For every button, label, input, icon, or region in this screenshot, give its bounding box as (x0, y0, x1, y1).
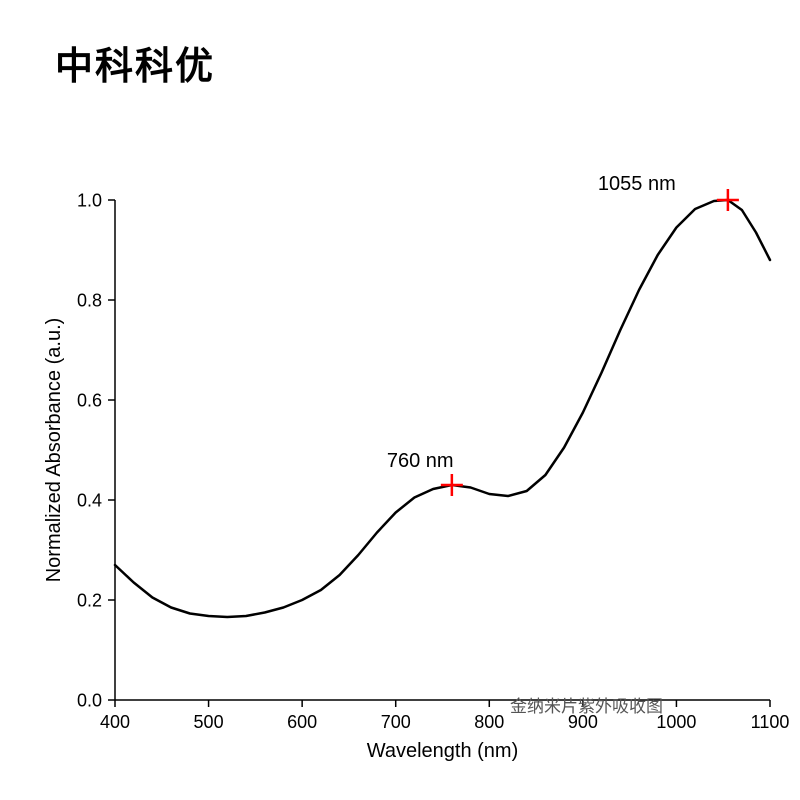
svg-text:500: 500 (194, 712, 224, 732)
svg-text:1100: 1100 (751, 712, 790, 732)
svg-text:600: 600 (287, 712, 317, 732)
svg-text:700: 700 (381, 712, 411, 732)
svg-text:400: 400 (100, 712, 130, 732)
svg-text:Normalized Absorbance (a.u.): Normalized Absorbance (a.u.) (43, 318, 65, 583)
svg-text:0.8: 0.8 (77, 290, 102, 310)
absorbance-chart: 400500600700800900100011000.00.20.40.60.… (0, 0, 800, 800)
svg-text:760 nm: 760 nm (387, 450, 454, 472)
svg-text:1055 nm: 1055 nm (598, 173, 676, 195)
svg-text:Wavelength (nm): Wavelength (nm) (367, 740, 519, 762)
chart-caption: 金纳米片紫外吸收图 (510, 692, 663, 717)
svg-text:0.0: 0.0 (77, 690, 102, 710)
svg-text:800: 800 (474, 712, 504, 732)
svg-text:0.6: 0.6 (77, 390, 102, 410)
svg-text:0.2: 0.2 (77, 590, 102, 610)
svg-text:1.0: 1.0 (77, 190, 102, 210)
svg-text:0.4: 0.4 (77, 490, 102, 510)
